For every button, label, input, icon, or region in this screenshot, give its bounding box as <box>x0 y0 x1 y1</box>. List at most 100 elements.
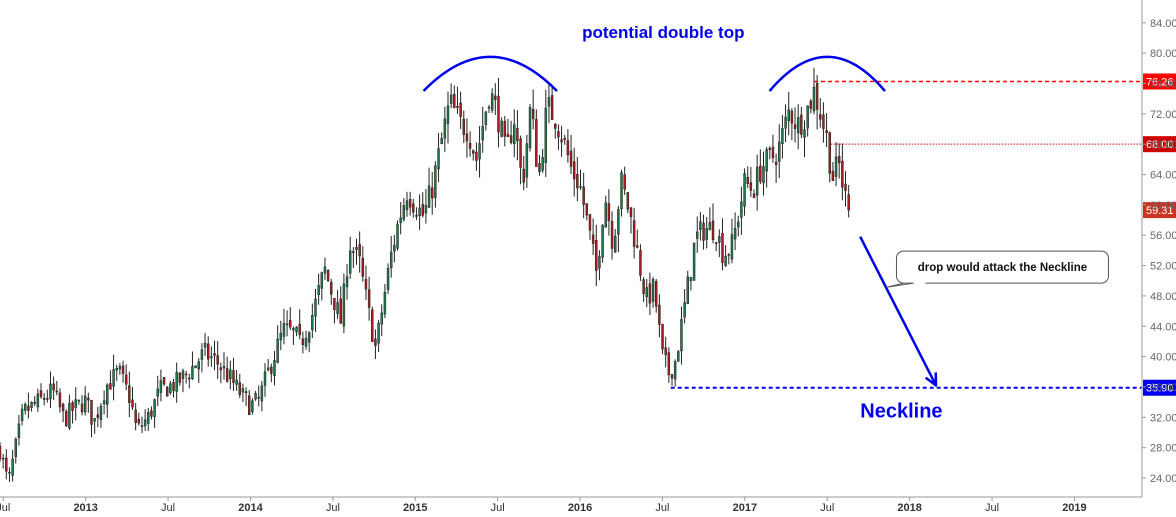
candle-body <box>490 93 494 111</box>
candle-body <box>77 399 81 402</box>
candle-body <box>8 471 11 474</box>
candle-body <box>263 371 267 386</box>
candle-body <box>33 401 36 404</box>
candle-body <box>90 399 93 425</box>
candle-body <box>733 227 737 240</box>
candle-body <box>367 289 371 308</box>
y-tick-label: 28.00 <box>1150 443 1176 455</box>
candle-body <box>14 438 18 457</box>
candle-body <box>604 202 607 228</box>
candle-body <box>0 445 2 460</box>
candle-body <box>768 148 772 150</box>
y-tick-label: 76.00 <box>1150 78 1176 90</box>
candle-body <box>147 412 150 424</box>
candle-body <box>449 94 453 105</box>
candle-body <box>11 458 14 476</box>
candle-body <box>629 207 633 218</box>
candle-body <box>93 418 96 422</box>
candle-body <box>153 399 156 418</box>
candle-body <box>626 192 630 210</box>
candle-body <box>519 138 522 168</box>
candle-body <box>478 143 481 160</box>
x-tick-label: Jul <box>161 502 175 512</box>
candle-body <box>667 352 671 376</box>
x-tick-label: 2017 <box>733 502 757 512</box>
candle-body <box>80 403 84 413</box>
y-tick-label: 80.00 <box>1150 48 1176 60</box>
candle-body <box>560 139 563 143</box>
y-tick-label: 36.00 <box>1150 382 1176 394</box>
candle-body <box>431 187 434 199</box>
candle-body <box>497 95 500 133</box>
candle-body <box>102 400 106 405</box>
candle-body <box>610 221 614 249</box>
candle-body <box>582 186 585 205</box>
y-tick-label: 68.00 <box>1150 139 1176 151</box>
price-tag-neckline <box>1143 379 1176 396</box>
candle-body <box>648 283 652 304</box>
candle-body <box>1 457 5 460</box>
candle-body <box>632 220 636 247</box>
candle-body <box>279 332 283 341</box>
candle-body <box>200 349 204 360</box>
candle-body <box>494 95 497 100</box>
candle-body <box>752 193 756 198</box>
candle-body <box>207 343 210 360</box>
candle-body <box>49 383 52 400</box>
candle-body <box>393 244 396 252</box>
candle-body <box>46 398 49 400</box>
candle-body <box>61 403 65 411</box>
projection-arrow-shaft <box>859 236 938 387</box>
x-tick-label: 2015 <box>403 502 427 512</box>
candle-body <box>358 244 361 257</box>
candle-body <box>418 207 421 216</box>
candle-body <box>746 176 749 184</box>
candle-body <box>134 409 137 423</box>
candle-body <box>724 255 727 266</box>
x-tick-label: 2013 <box>73 502 97 512</box>
candle-body <box>702 222 705 241</box>
candle-body <box>708 222 712 231</box>
candle-body <box>276 338 279 363</box>
neckline-label: Neckline <box>860 401 942 423</box>
candle-body <box>330 281 333 295</box>
candle-body <box>36 393 40 408</box>
candle-body <box>225 368 229 382</box>
candle-body <box>465 133 469 142</box>
candle-body <box>475 151 478 161</box>
candle-body <box>194 365 197 369</box>
candle-body <box>383 292 387 315</box>
candle-body <box>623 174 626 190</box>
candle-body <box>462 119 466 135</box>
candle-body <box>39 390 43 397</box>
candle-body <box>557 131 560 138</box>
candle-body <box>285 323 289 326</box>
candle-body <box>812 86 816 112</box>
candle-body <box>500 120 503 137</box>
candle-body <box>714 242 718 244</box>
candle-body <box>472 150 475 154</box>
candle-body <box>131 399 134 408</box>
candle-body <box>402 205 406 220</box>
candle-body <box>531 108 535 120</box>
candle-body <box>260 385 264 402</box>
candle-body <box>150 410 153 417</box>
candle-body <box>140 425 144 427</box>
candle-body <box>326 269 330 281</box>
candle-body <box>65 411 68 427</box>
price-tag-label-support: 68.00 <box>1146 139 1174 151</box>
candle-body <box>58 392 62 408</box>
candle-body <box>513 124 516 144</box>
price-tag-top <box>1143 73 1176 90</box>
candle-body <box>759 165 762 182</box>
candle-body <box>197 361 200 370</box>
candle-body <box>525 143 529 178</box>
candle-body <box>484 111 488 126</box>
candle-body <box>598 256 601 269</box>
candle-body <box>55 390 59 393</box>
candle-body <box>809 100 813 109</box>
candle-body <box>257 396 260 399</box>
candle-body <box>800 114 803 135</box>
candle-body <box>642 279 645 295</box>
